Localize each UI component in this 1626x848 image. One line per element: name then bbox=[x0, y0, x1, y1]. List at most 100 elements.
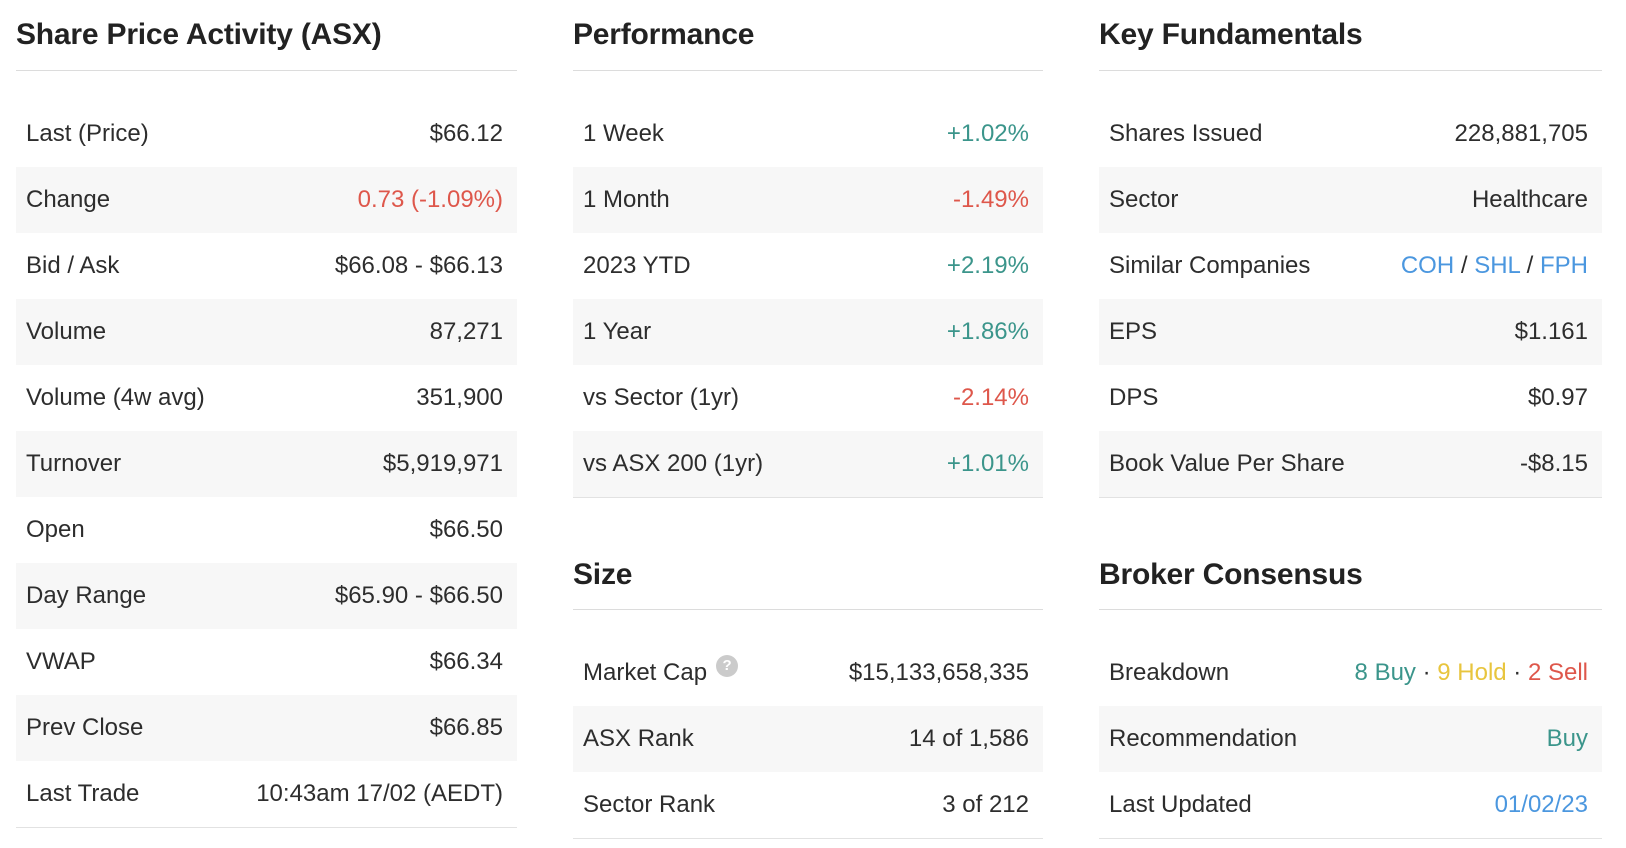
row-label: Day Range bbox=[26, 581, 147, 609]
row-label: Turnover bbox=[26, 449, 122, 477]
row-label: Sector Rank bbox=[583, 791, 716, 818]
row-value: -1.49% bbox=[953, 186, 1029, 214]
value-text: +2.19% bbox=[946, 251, 1029, 279]
row-label: 1 Month bbox=[583, 185, 670, 213]
column-fundamentals-consensus: Key Fundamentals Shares Issued 228,881,70… bbox=[1099, 14, 1602, 848]
table-row: Turnover $5,919,971 bbox=[16, 430, 517, 497]
value-text: Healthcare bbox=[1471, 185, 1588, 213]
row-value: -$8.15 bbox=[1520, 450, 1588, 478]
value-text: -2.14% bbox=[952, 383, 1029, 411]
value-text: -1.49% bbox=[952, 185, 1029, 213]
table-row: Breakdown 8 Buy · 9 Hold · 2 Sell bbox=[1099, 640, 1602, 706]
row-value: 3 of 212 bbox=[942, 791, 1029, 819]
table-row: ASX Rank 14 of 1,586 bbox=[573, 706, 1043, 772]
breakdown-buy-count: 8 Buy bbox=[1354, 659, 1416, 686]
help-icon[interactable]: ? bbox=[716, 654, 739, 677]
row-label: Last Trade bbox=[26, 779, 140, 807]
value-text: 14 of 1,586 bbox=[908, 725, 1029, 752]
value-text: 0.73 (-1.09%) bbox=[357, 185, 503, 213]
value-text: / bbox=[1454, 251, 1475, 279]
row-value: -2.14% bbox=[953, 384, 1029, 412]
section-title-share-price-activity: Share Price Activity (ASX) bbox=[16, 18, 382, 51]
row-value: $0.97 bbox=[1528, 384, 1588, 412]
row-label: Open bbox=[26, 515, 85, 543]
value-text: 351,900 bbox=[416, 383, 503, 411]
performance-table: 1 Week +1.02% 1 Month -1.49% 2023 YTD +2.19% 1… bbox=[573, 100, 1043, 498]
breakdown-hold-count: 9 Hold bbox=[1437, 659, 1507, 686]
row-value: Buy bbox=[1547, 725, 1588, 753]
section-title-size: Size bbox=[573, 557, 633, 591]
share-price-activity-table: Last (Price) $66.12 Change 0.73 (-1.09%) Bid… bbox=[16, 100, 517, 828]
value-text: $66.08 - $66.13 bbox=[334, 251, 503, 279]
row-value: +1.01% bbox=[947, 450, 1029, 478]
link-shl[interactable]: SHL bbox=[1474, 251, 1520, 279]
row-label: 1 Year bbox=[583, 317, 652, 345]
broker-consensus-table: Breakdown 8 Buy · 9 Hold · 2 Sell Recommen… bbox=[1099, 640, 1602, 839]
table-row: EPS $1.161 bbox=[1099, 298, 1602, 365]
table-row: 1 Month -1.49% bbox=[573, 166, 1043, 233]
row-label: Prev Close bbox=[26, 713, 144, 741]
table-row: Prev Close $66.85 bbox=[16, 694, 517, 761]
value-text: +1.01% bbox=[946, 449, 1029, 477]
value-text: 228,881,705 bbox=[1454, 119, 1588, 147]
row-value: $66.08 - $66.13 bbox=[335, 252, 503, 280]
table-row: Book Value Per Share -$8.15 bbox=[1099, 430, 1602, 497]
row-label: Shares Issued bbox=[1109, 119, 1263, 147]
section-title-key-fundamentals: Key Fundamentals bbox=[1099, 18, 1363, 51]
section-key-fundamentals: Key Fundamentals Shares Issued 228,881,70… bbox=[1099, 18, 1602, 498]
value-text: $5,919,971 bbox=[382, 449, 503, 477]
row-value: Healthcare bbox=[1472, 186, 1588, 214]
link-fph[interactable]: FPH bbox=[1540, 251, 1588, 279]
value-text: $1.161 bbox=[1514, 317, 1588, 345]
section-share-price-activity: Share Price Activity (ASX) Last (Price) $… bbox=[16, 18, 517, 828]
row-value: +1.86% bbox=[947, 318, 1029, 346]
row-label: Last (Price) bbox=[26, 119, 149, 147]
value-text: 3 of 212 bbox=[942, 791, 1029, 818]
link-coh[interactable]: COH bbox=[1400, 251, 1455, 279]
table-row: Volume 87,271 bbox=[16, 298, 517, 365]
row-label: DPS bbox=[1109, 383, 1159, 411]
value-text: $65.90 - $66.50 bbox=[334, 581, 503, 609]
row-value: 01/02/23 bbox=[1495, 791, 1588, 819]
table-row: Sector Healthcare bbox=[1099, 166, 1602, 233]
value-text: $66.12 bbox=[429, 119, 503, 147]
row-value: $66.34 bbox=[430, 648, 503, 676]
value-text: / bbox=[1519, 251, 1540, 279]
key-fundamentals-table: Shares Issued 228,881,705 Sector Healthcare… bbox=[1099, 100, 1602, 498]
value-text: $15,133,658,335 bbox=[848, 659, 1029, 686]
title-divider bbox=[1099, 609, 1602, 610]
value-text: $0.97 bbox=[1527, 383, 1588, 411]
row-value: 10:43am 17/02 (AEDT) bbox=[256, 780, 503, 808]
row-label: Sector bbox=[1109, 185, 1179, 213]
row-value: 228,881,705 bbox=[1455, 120, 1588, 148]
row-value: $66.85 bbox=[430, 714, 503, 742]
row-label: Volume (4w avg) bbox=[26, 383, 205, 411]
row-value: $66.12 bbox=[430, 120, 503, 148]
row-label: Market Cap? bbox=[583, 654, 739, 687]
table-row: Last Updated 01/02/23 bbox=[1099, 772, 1602, 838]
table-row: Market Cap? $15,133,658,335 bbox=[573, 640, 1043, 706]
row-value: +1.02% bbox=[947, 120, 1029, 148]
column-performance-size: Performance 1 Week +1.02% 1 Month -1.49% 202… bbox=[573, 14, 1043, 848]
table-row: 2023 YTD +2.19% bbox=[573, 232, 1043, 299]
title-divider bbox=[573, 69, 1043, 71]
row-label: Book Value Per Share bbox=[1109, 449, 1345, 477]
title-divider bbox=[573, 609, 1043, 610]
value-text: $66.50 bbox=[429, 515, 503, 543]
row-label: Recommendation bbox=[1109, 725, 1298, 752]
row-value: $66.50 bbox=[430, 516, 503, 544]
table-row: Volume (4w avg) 351,900 bbox=[16, 364, 517, 431]
title-divider bbox=[1099, 69, 1602, 71]
row-value: 8 Buy · 9 Hold · 2 Sell bbox=[1355, 659, 1588, 687]
link-last-updated[interactable]: 01/02/23 bbox=[1494, 791, 1588, 818]
value-text: $66.85 bbox=[429, 713, 503, 741]
table-row: vs Sector (1yr) -2.14% bbox=[573, 364, 1043, 431]
row-value: 14 of 1,586 bbox=[909, 725, 1029, 753]
row-value: +2.19% bbox=[947, 252, 1029, 280]
table-row: vs ASX 200 (1yr) +1.01% bbox=[573, 430, 1043, 497]
recommendation-value: Buy bbox=[1546, 725, 1588, 752]
row-label: Change bbox=[26, 185, 111, 213]
section-title-performance: Performance bbox=[573, 18, 755, 51]
table-row: Change 0.73 (-1.09%) bbox=[16, 166, 517, 233]
section-broker-consensus: Broker Consensus Breakdown 8 Buy · 9 Hold… bbox=[1099, 558, 1602, 839]
